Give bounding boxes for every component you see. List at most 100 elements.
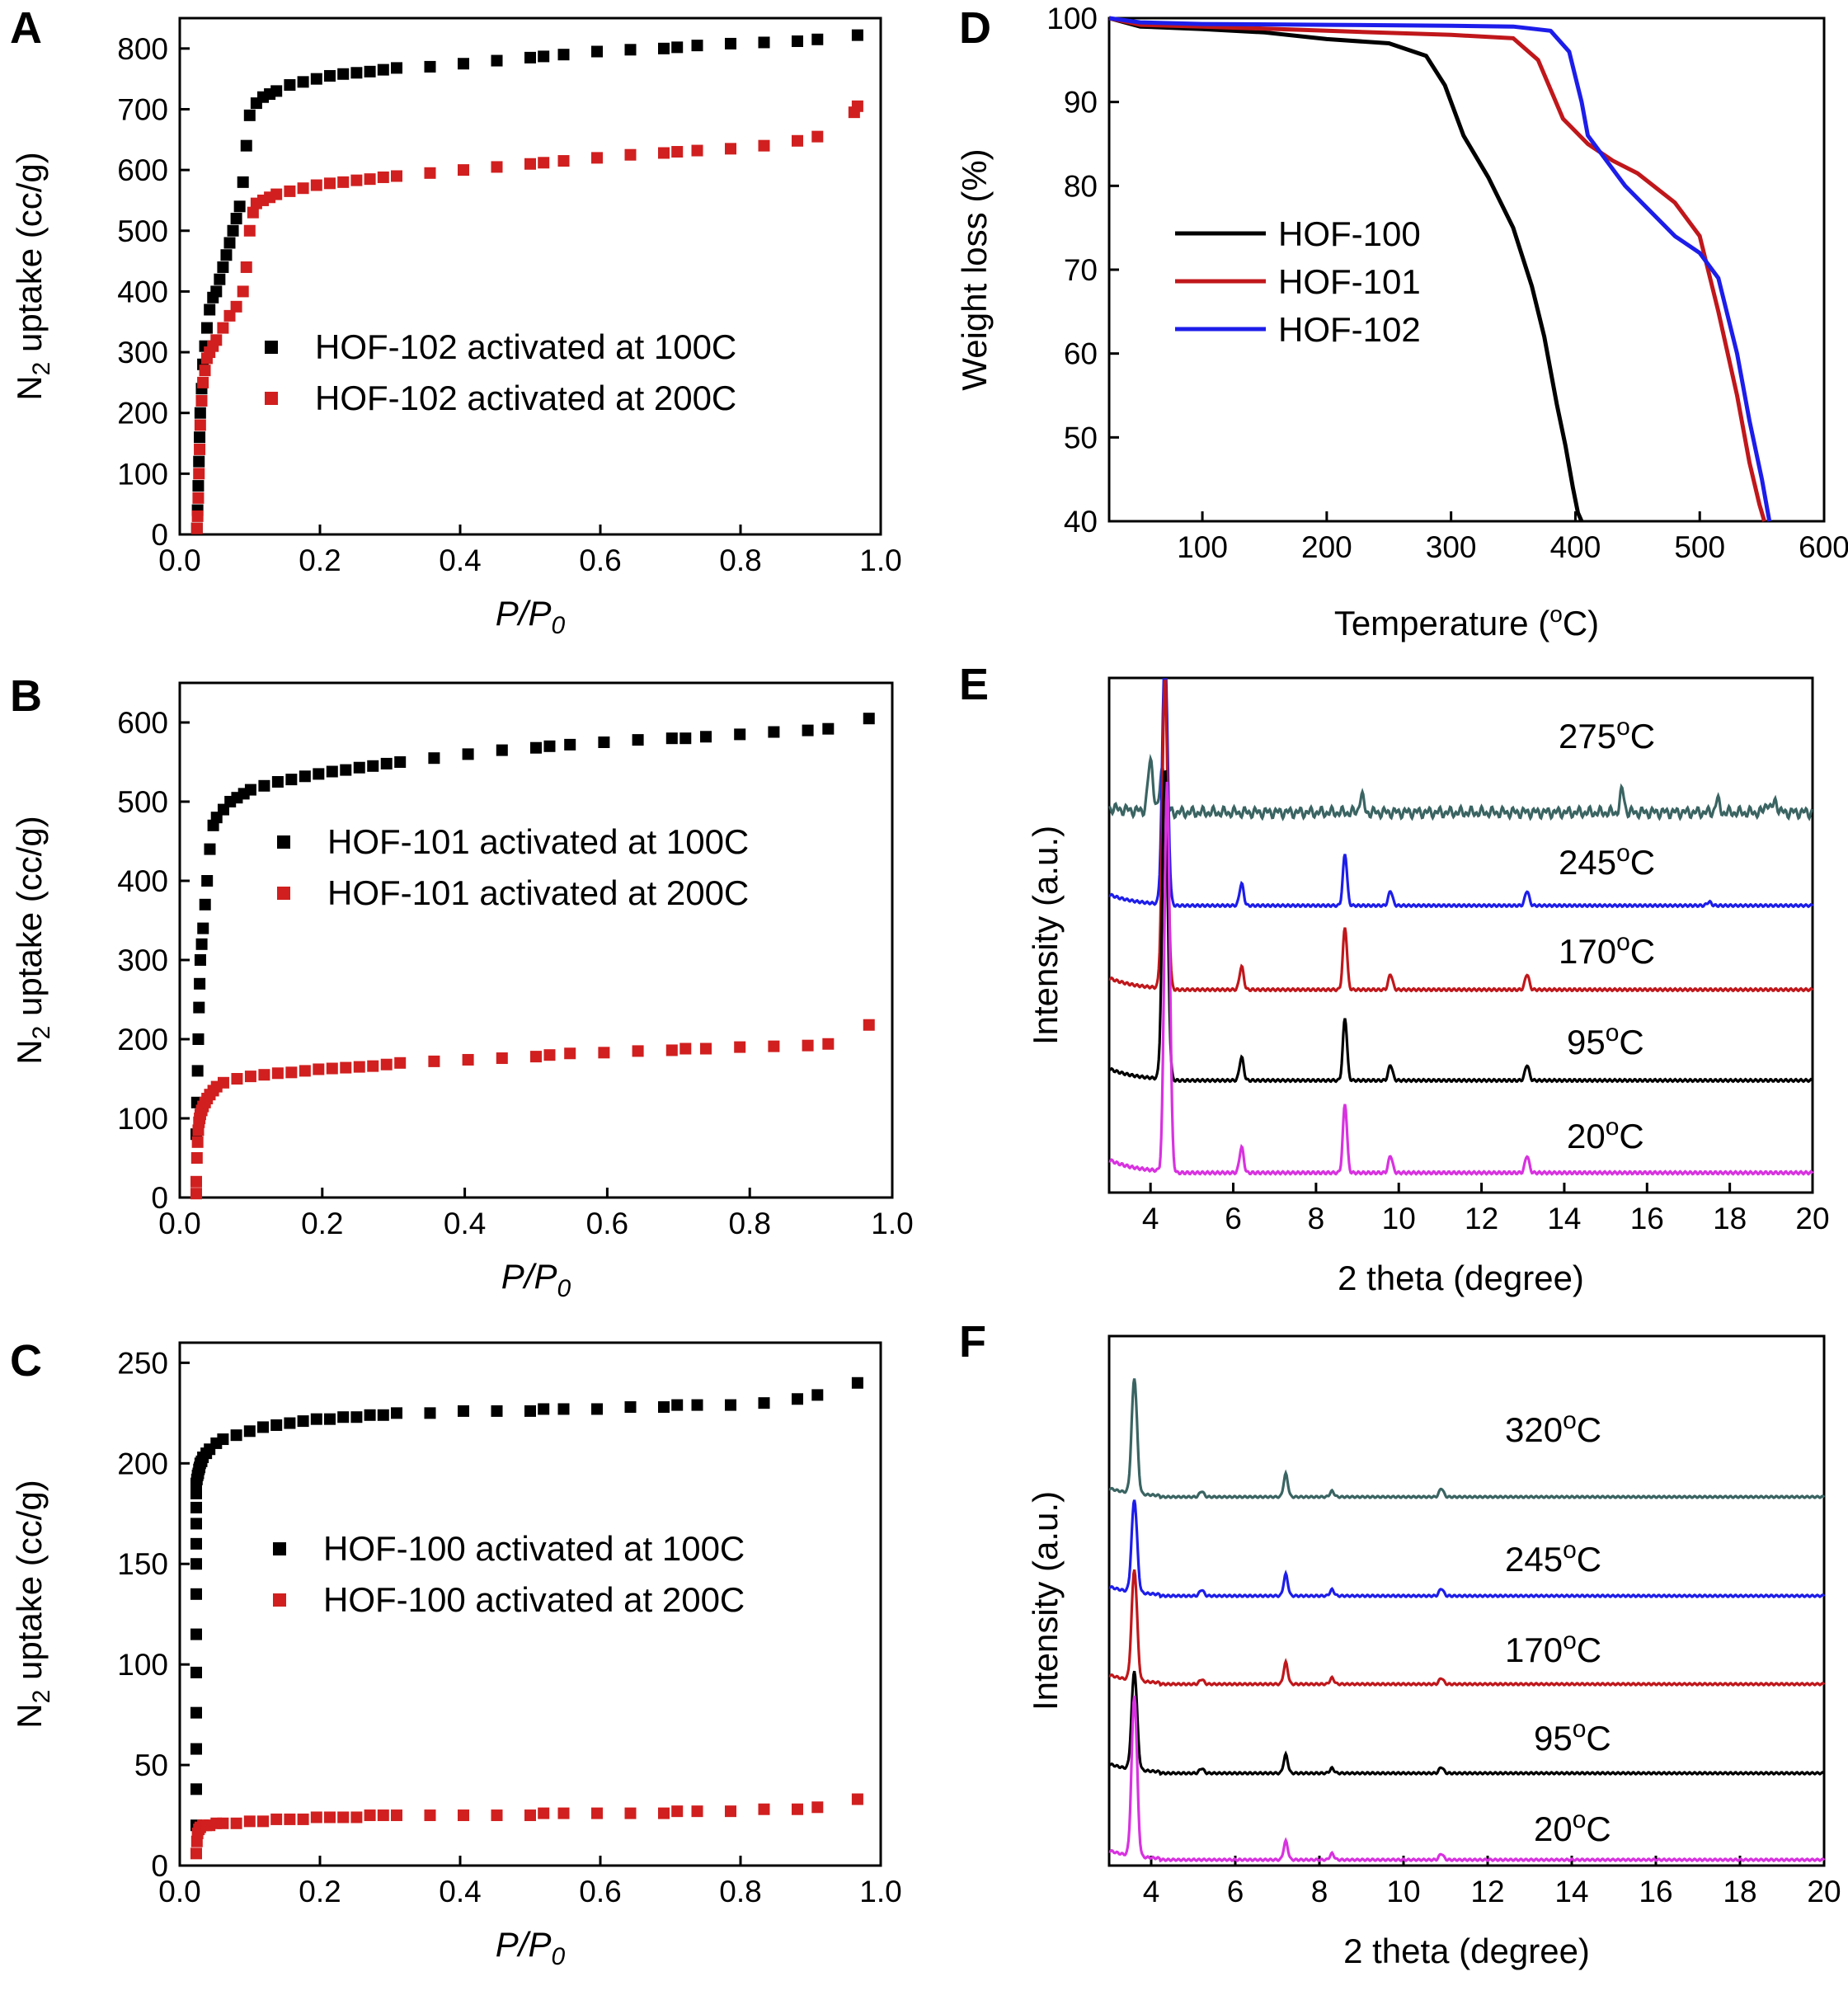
legend-marker	[265, 341, 278, 354]
data-point	[244, 1071, 256, 1083]
x-axis-label: P/P0	[496, 594, 566, 639]
data-point	[204, 843, 216, 855]
data-point	[458, 58, 469, 70]
data-point	[240, 261, 252, 273]
data-point	[271, 776, 284, 788]
y-tick-label: 200	[117, 397, 168, 431]
x-axis-label: 2 theta (degree)	[1343, 1932, 1590, 1970]
x-axis-label: 2 theta (degree)	[1338, 1259, 1584, 1297]
pattern-line	[1108, 678, 1814, 909]
data-point	[230, 213, 242, 225]
y-tick-label: 200	[117, 1023, 168, 1056]
x-tick-label: 0.0	[158, 544, 200, 577]
data-point	[284, 185, 296, 197]
data-point	[424, 60, 436, 73]
data-point	[691, 144, 703, 157]
data-point	[802, 1039, 814, 1052]
panel-label-a: A	[10, 3, 42, 53]
data-point	[424, 1809, 436, 1822]
data-point	[822, 1038, 835, 1050]
data-point	[190, 1188, 202, 1200]
legend-marker	[273, 1542, 286, 1555]
data-point	[394, 1056, 407, 1069]
x-axis-label: P/P0	[501, 1257, 571, 1302]
data-point	[691, 40, 703, 52]
data-point	[665, 732, 678, 745]
data-point	[297, 1415, 309, 1428]
data-point	[591, 45, 603, 58]
data-point	[496, 1052, 508, 1065]
data-point	[214, 273, 226, 285]
x-tick-label: 400	[1550, 530, 1601, 564]
data-point	[591, 152, 603, 164]
data-point	[591, 1403, 603, 1415]
data-point	[725, 1399, 736, 1411]
data-point	[377, 1809, 389, 1822]
data-point	[758, 139, 770, 152]
y-tick-label: 400	[117, 275, 168, 308]
data-point	[725, 143, 736, 155]
y-tick-label: 70	[1064, 253, 1098, 287]
legend-label: HOF-102 activated at 200C	[315, 379, 736, 417]
x-tick-label: 20	[1807, 1875, 1841, 1908]
data-point	[340, 764, 352, 776]
data-point	[811, 130, 824, 143]
data-point	[197, 376, 209, 388]
data-point	[734, 1041, 746, 1053]
x-tick-label: 18	[1723, 1875, 1756, 1908]
data-point	[191, 1065, 204, 1077]
data-point	[380, 1058, 393, 1071]
data-point	[310, 73, 322, 85]
data-point	[350, 1811, 363, 1824]
y-tick-label: 100	[1046, 2, 1098, 35]
data-point	[543, 1049, 556, 1061]
data-point	[524, 1405, 536, 1417]
data-point	[758, 36, 770, 49]
y-axis-label: Intensity (a.u.)	[1026, 1491, 1065, 1711]
data-point	[679, 1042, 692, 1055]
data-point	[190, 1518, 202, 1530]
data-point	[231, 1073, 243, 1085]
data-point	[424, 1407, 436, 1419]
data-point	[217, 322, 229, 334]
data-point	[204, 304, 216, 316]
data-point	[190, 1706, 202, 1719]
data-point	[424, 167, 436, 179]
pattern-label: 95oC	[1567, 1019, 1644, 1061]
y-tick-label: 150	[117, 1547, 168, 1581]
pattern-line	[1108, 769, 1814, 1084]
data-point	[257, 1421, 269, 1433]
data-point	[270, 1813, 283, 1825]
data-point	[538, 157, 550, 169]
data-point	[353, 1061, 365, 1073]
data-point	[543, 740, 556, 752]
data-point	[768, 1040, 780, 1052]
data-point	[192, 480, 205, 492]
data-point	[538, 50, 550, 63]
data-point	[190, 522, 203, 534]
data-point	[340, 1061, 352, 1074]
x-tick-label: 18	[1713, 1202, 1747, 1235]
data-point	[191, 1136, 204, 1148]
x-tick-label: 0.0	[158, 1875, 200, 1908]
data-point	[524, 1809, 536, 1822]
pattern-label: 245oC	[1559, 840, 1655, 882]
data-point	[193, 455, 205, 468]
data-point	[632, 1045, 644, 1057]
data-point	[195, 394, 208, 407]
y-tick-label: 200	[117, 1447, 168, 1480]
data-point	[350, 67, 363, 79]
data-point	[257, 1815, 269, 1828]
data-point	[768, 726, 780, 738]
data-point	[658, 147, 670, 159]
data-point	[462, 1053, 474, 1066]
y-tick-label: 400	[117, 864, 168, 898]
data-point	[190, 1537, 202, 1550]
data-point	[377, 171, 389, 183]
data-point	[367, 760, 379, 772]
x-tick-label: 0.6	[579, 544, 621, 577]
data-point	[458, 164, 469, 176]
plot-frame	[1107, 16, 1826, 523]
data-point	[324, 1811, 336, 1824]
pattern-label: 275oC	[1559, 713, 1655, 755]
